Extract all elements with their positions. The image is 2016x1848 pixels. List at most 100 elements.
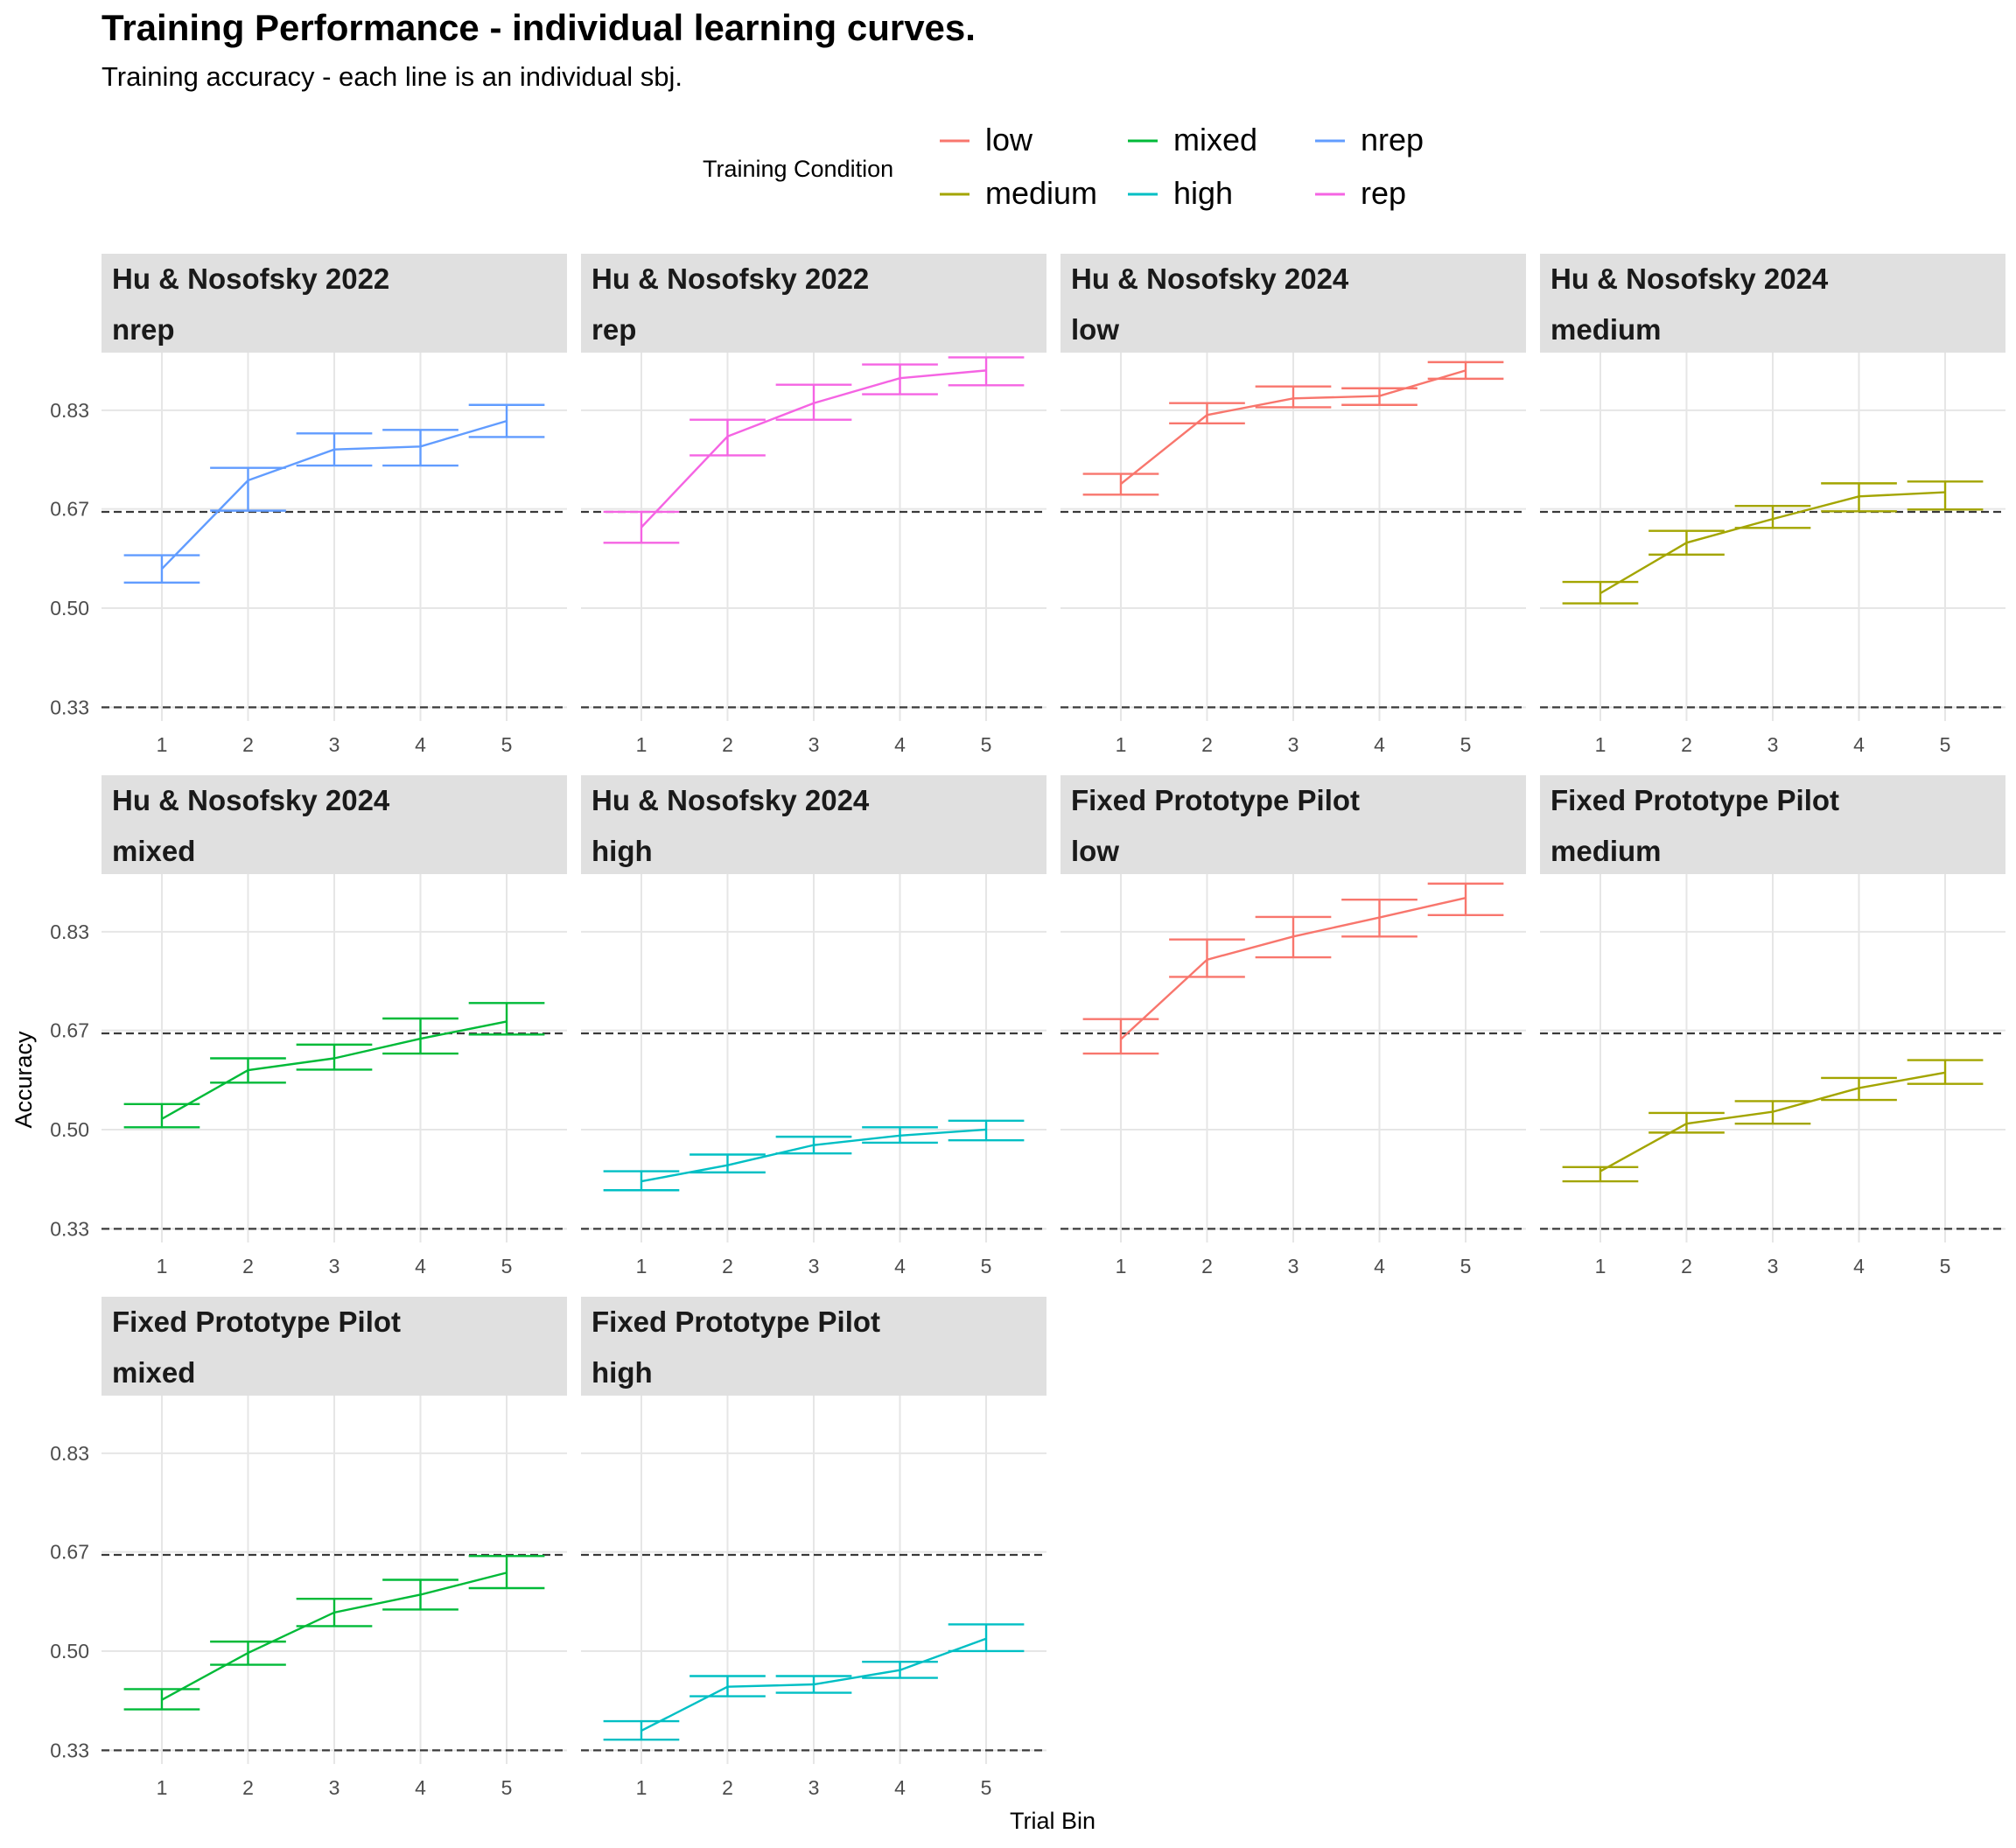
facet-strip-study: Fixed Prototype Pilot (1550, 784, 1839, 816)
legend-label-rep: rep (1361, 175, 1406, 211)
x-tick-label: 5 (501, 1255, 513, 1278)
x-tick-label: 3 (1768, 733, 1779, 756)
facet-strip-condition: high (592, 835, 653, 867)
facet-strip-condition: low (1071, 313, 1119, 346)
facet-panel: Fixed Prototype Pilot mixed 0.33 0.50 0.67 0.… (50, 1297, 567, 1799)
x-tick-label: 2 (722, 733, 733, 756)
y-tick-label: 0.33 (50, 1739, 89, 1761)
facet-strip-study: Hu & Nosofsky 2024 (1071, 262, 1349, 295)
gridlines (1540, 353, 2006, 721)
y-tick-label: 0.33 (50, 1217, 89, 1240)
facet-panels: Hu & Nosofsky 2022 nrep 0.33 0.50 0.67 0.83 1 2… (50, 254, 2006, 1799)
facet-strip (102, 254, 567, 353)
error-bar (1082, 1018, 1159, 1055)
facet-strip (1540, 254, 2006, 353)
legend-item-mixed: mixed (1128, 122, 1257, 158)
facet-strip-study: Hu & Nosofsky 2022 (112, 262, 389, 295)
x-tick-label: 2 (1201, 1255, 1213, 1278)
facet-strip-condition: medium (1550, 835, 1662, 867)
facet-strip-study: Hu & Nosofsky 2022 (592, 262, 869, 295)
facet-strip-condition: nrep (112, 313, 175, 346)
x-tick-label: 2 (1681, 1255, 1692, 1278)
facet-strip-study: Fixed Prototype Pilot (112, 1306, 401, 1338)
facet-strip (581, 1297, 1046, 1396)
y-tick-label: 0.67 (50, 1541, 89, 1564)
legend-item-high: high (1128, 175, 1233, 211)
legend-title: Training Condition (703, 156, 893, 182)
x-tick-label: 4 (894, 1255, 906, 1278)
error-bar (468, 1555, 545, 1590)
error-bar (1255, 385, 1332, 409)
x-tick-label: 1 (157, 1776, 168, 1799)
error-bar (1169, 938, 1245, 978)
x-tick-label: 3 (808, 733, 820, 756)
error-bar (1169, 402, 1245, 425)
legend-label-medium: medium (985, 175, 1097, 211)
facet-panel: Fixed Prototype Pilot medium 1 2 3 4 5 (1540, 775, 2006, 1278)
x-tick-label: 4 (894, 733, 906, 756)
x-tick-label: 1 (1595, 1255, 1606, 1278)
facet-panel: Hu & Nosofsky 2024 high 1 2 3 4 5 (581, 775, 1046, 1278)
x-tick-label: 5 (981, 733, 992, 756)
gridlines (102, 353, 567, 721)
error-bar (1427, 882, 1504, 917)
y-tick-label: 0.83 (50, 399, 89, 422)
facet-strip-study: Hu & Nosofsky 2024 (112, 784, 390, 816)
gridlines (581, 874, 1046, 1242)
x-tick-label: 1 (636, 1776, 648, 1799)
facet-strip-condition: medium (1550, 313, 1662, 346)
x-tick-label: 4 (415, 1776, 426, 1799)
x-tick-label: 3 (1288, 1255, 1299, 1278)
error-bar (468, 1002, 545, 1036)
facet-strip (1060, 254, 1526, 353)
facet-strip (1060, 775, 1526, 874)
chart-title: Training Performance - individual learni… (102, 7, 976, 48)
x-tick-label: 3 (329, 1776, 340, 1799)
facet-strip (581, 254, 1046, 353)
facet-panel: Hu & Nosofsky 2022 rep 1 2 3 4 5 (581, 254, 1046, 756)
y-tick-label: 0.50 (50, 597, 89, 620)
y-tick-label: 0.50 (50, 1118, 89, 1141)
y-tick-label: 0.67 (50, 1019, 89, 1042)
y-axis-label: Accuracy (10, 1031, 37, 1129)
chart-subtitle: Training accuracy - each line is an indi… (102, 61, 682, 92)
x-tick-label: 5 (1940, 1255, 1951, 1278)
x-tick-label: 1 (157, 1255, 168, 1278)
legend-item-medium: medium (940, 175, 1097, 211)
facet-strip (102, 1297, 567, 1396)
y-tick-label: 0.67 (50, 498, 89, 521)
error-bar (382, 429, 458, 467)
x-tick-label: 2 (242, 1776, 254, 1799)
x-tick-label: 4 (415, 1255, 426, 1278)
error-bar (1907, 480, 1984, 511)
legend-label-high: high (1173, 175, 1233, 211)
x-tick-label: 2 (242, 1255, 254, 1278)
x-tick-label: 5 (501, 1776, 513, 1799)
legend-label-low: low (985, 122, 1033, 158)
facet-strip-study: Fixed Prototype Pilot (1071, 784, 1360, 816)
legend-entries: low medium mixed high nrep rep (940, 122, 1424, 211)
legend-item-rep: rep (1315, 175, 1406, 211)
x-tick-label: 1 (157, 733, 168, 756)
facet-panel: Hu & Nosofsky 2024 low 1 2 3 4 5 (1060, 254, 1526, 756)
facet-panel: Fixed Prototype Pilot low 1 2 3 4 5 (1060, 775, 1526, 1278)
x-tick-label: 4 (1853, 733, 1865, 756)
x-tick-label: 5 (981, 1255, 992, 1278)
gridlines (1540, 874, 2006, 1242)
x-tick-label: 4 (415, 733, 426, 756)
x-tick-label: 3 (808, 1776, 820, 1799)
legend: Training Condition low medium mixed high nre… (703, 122, 1424, 211)
x-tick-label: 3 (1288, 733, 1299, 756)
x-tick-label: 4 (1374, 1255, 1385, 1278)
facet-strip (1540, 775, 2006, 874)
facet-strip-condition: mixed (112, 1356, 195, 1389)
x-tick-label: 3 (329, 1255, 340, 1278)
error-bar (210, 466, 286, 512)
x-axis-label: Trial Bin (1010, 1808, 1096, 1834)
facet-strip-study: Fixed Prototype Pilot (592, 1306, 880, 1338)
legend-label-mixed: mixed (1173, 122, 1257, 158)
legend-item-low: low (940, 122, 1033, 158)
x-tick-label: 1 (636, 733, 648, 756)
y-tick-label: 0.83 (50, 1442, 89, 1465)
x-tick-label: 5 (1460, 1255, 1472, 1278)
